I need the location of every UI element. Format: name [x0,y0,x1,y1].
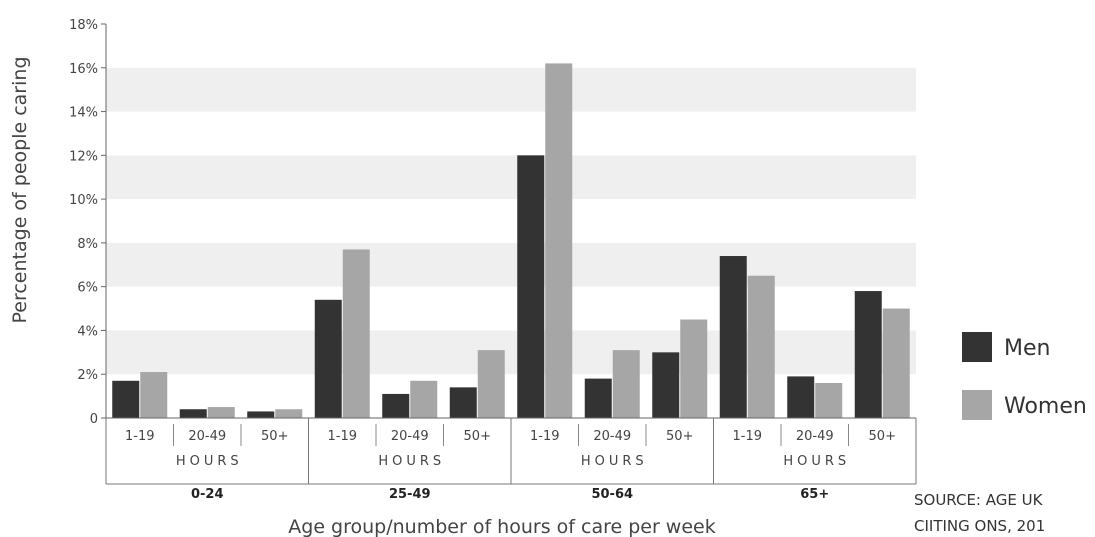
grid-bands [106,67,916,375]
x-subcategory-label: 1-19 [530,429,560,444]
x-subcategory-label: 50+ [464,429,491,444]
source-line-1: SOURCE: AGE UK [914,491,1044,509]
bar-men [719,256,747,418]
bar-men [584,378,612,418]
x-subcategory-label: 20-49 [391,429,429,444]
y-axis: 0 2% 4% 6% 8% 10% 12% 14% 16% 18% [69,18,107,427]
bar-women [275,409,303,418]
bar-men [112,380,140,418]
bar-women [207,407,235,418]
x-axis: 1-19 20-49 50+ HOURS 0-24 1-19 20-49 50+ HOURS 25… [105,417,917,502]
bar-men [382,393,410,418]
bar-men [517,155,545,419]
x-subcategory-label: 1-19 [732,429,762,444]
grid-band [106,155,916,200]
y-tick-label: 10% [69,193,98,208]
legend: Men Women [962,332,1087,420]
x-subcategory-label: 1-19 [125,429,155,444]
grid-band [106,67,916,112]
bar-men [314,299,342,418]
y-axis-title: Percentage of people caring [9,56,31,323]
bar-men [179,409,207,418]
legend-label-men: Men [1004,336,1050,361]
legend-swatch-women [962,390,992,420]
source-note: SOURCE: AGE UK CIITING ONS, 201 [914,491,1045,535]
y-tick-label: 14% [69,106,98,121]
hours-label: HOURS [378,454,445,469]
y-tick-label: 12% [69,149,98,164]
bar-men [247,411,275,418]
bar-men [787,376,815,418]
bar-women [612,350,640,418]
legend-swatch-men [962,332,992,362]
bar-men [449,387,477,418]
x-subcategory-label: 50+ [261,429,288,444]
bar-women [477,350,505,418]
y-tick-label: 18% [69,18,98,33]
x-subcategory-label: 20-49 [796,429,834,444]
source-line-2: CIITING ONS, 201 [914,517,1045,535]
bar-women [680,319,708,418]
grid-band [106,330,916,375]
x-subcategory-label: 20-49 [188,429,226,444]
x-group-label: 0-24 [191,487,224,502]
hours-label: HOURS [783,454,850,469]
x-group-label: 65+ [800,487,829,502]
hours-label: HOURS [581,454,648,469]
x-group-label: 50-64 [591,487,633,502]
bar-women [545,63,573,419]
y-tick-label: 16% [69,62,98,77]
bar-women [882,308,910,418]
x-subcategory-label: 50+ [666,429,693,444]
hours-label: HOURS [176,454,243,469]
bar-men [854,291,882,418]
y-tick-label: 6% [77,281,98,296]
bar-women [815,382,843,418]
x-group-label: 25-49 [389,487,431,502]
x-subcategory-label: 20-49 [593,429,631,444]
x-subcategory-label: 1-19 [327,429,357,444]
bar-women [747,275,775,418]
x-axis-title: Age group/number of hours of care per we… [288,516,715,537]
bar-women [140,372,168,418]
y-tick-label: 8% [77,237,98,252]
y-tick-label: 2% [77,368,98,383]
bars [112,63,910,419]
legend-label-women: Women [1004,394,1087,419]
y-tick-label: 4% [77,324,98,339]
bar-women [342,249,370,418]
x-subcategory-label: 50+ [869,429,896,444]
y-tick-label: 0 [90,412,98,427]
grid-band [106,242,916,287]
bar-men [652,352,680,418]
bar-women [410,380,438,418]
